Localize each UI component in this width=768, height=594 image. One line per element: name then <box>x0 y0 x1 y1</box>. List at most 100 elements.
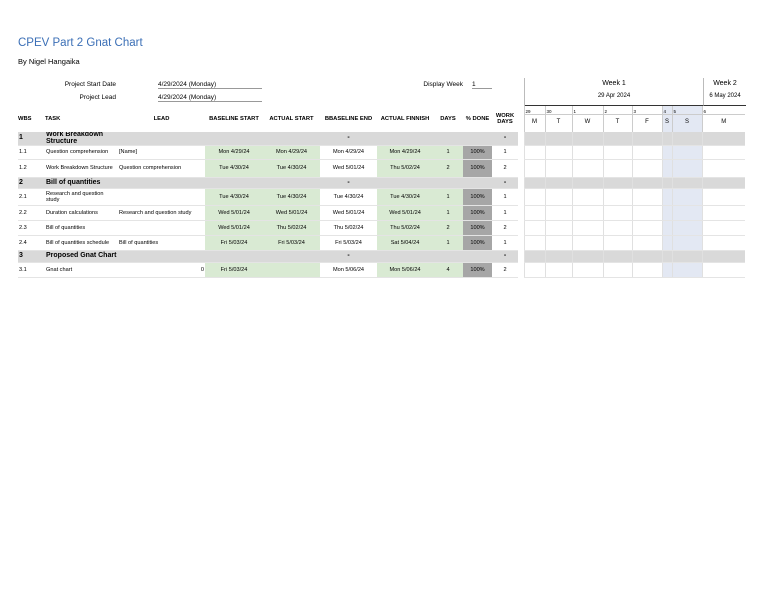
day-cell <box>571 132 603 146</box>
spacer <box>518 177 524 189</box>
cell-lead <box>118 132 205 146</box>
day-header: 29 M <box>523 106 545 132</box>
cell-actual-start: Wed 5/01/24 <box>263 205 320 221</box>
week: Week 2 6 May 2024 <box>704 78 746 106</box>
header-row: WBS TASK LEAD BASELINE START ACTUAL START BBA… <box>18 106 745 132</box>
spacer <box>518 188 524 206</box>
cell-actual-finish: Tue 4/30/24 <box>377 188 433 206</box>
gantt-table: WBS TASK LEAD BASELINE START ACTUAL START BBA… <box>18 106 745 278</box>
cell-actual-finish <box>377 132 433 146</box>
day-cell <box>671 159 702 178</box>
day-cell <box>661 177 672 189</box>
day-cell <box>523 159 545 178</box>
cell-wbs: 3.1 <box>18 262 45 278</box>
day-cell <box>701 159 745 178</box>
cell-baseline-start: Wed 5/01/24 <box>205 205 263 221</box>
spacer <box>518 262 524 278</box>
day-cell <box>544 262 572 278</box>
spacer <box>518 220 524 236</box>
day-cell <box>631 145 662 160</box>
day-cell <box>671 132 702 146</box>
cell-work-days: 2 <box>492 262 518 278</box>
day-letter: M <box>721 119 727 125</box>
cell-done: 100% <box>463 205 492 221</box>
cell-baseline-end: Fri 5/03/24 <box>320 235 377 251</box>
day-cell <box>701 132 745 146</box>
day-cell <box>631 235 662 251</box>
day-cell <box>602 205 632 221</box>
cell-task: Bill of quantities <box>45 177 118 189</box>
day-cell <box>544 250 572 263</box>
column-header: LEAD <box>153 116 170 122</box>
day-cell <box>661 220 672 236</box>
cell-baseline-start <box>205 132 263 146</box>
cell-baseline-start: Wed 5/01/24 <box>205 220 263 236</box>
cell-days <box>433 132 463 146</box>
day-cell <box>544 159 572 178</box>
cell-days: 2 <box>433 220 463 236</box>
cell-work-days: 1 <box>492 235 518 251</box>
cell-wbs: 1.1 <box>18 145 45 160</box>
day-cell <box>701 145 745 160</box>
day-letter: T <box>556 119 561 125</box>
cell-actual-finish <box>377 177 433 189</box>
day-cell <box>523 177 545 189</box>
day-cell <box>571 220 603 236</box>
day-cell <box>631 132 662 146</box>
day-letter: F <box>645 119 649 125</box>
week-label: Week 2 <box>713 80 737 87</box>
cell-actual-finish: Thu 5/02/24 <box>377 220 433 236</box>
cell-lead: 0 <box>118 262 205 278</box>
cell-task: Work Breakdown Structure <box>45 159 118 178</box>
label: Display Week <box>423 81 463 88</box>
cell-wbs: 2 <box>18 177 45 189</box>
day-cell <box>631 177 662 189</box>
cell-actual-finish: Thu 5/02/24 <box>377 159 433 178</box>
cell-actual-finish: Sat 5/04/24 <box>377 235 433 251</box>
spacer <box>518 132 524 146</box>
cell-baseline-end: Thu 5/02/24 <box>320 220 377 236</box>
day-cell <box>631 188 662 206</box>
task-row: 3.1 Gnat chart 0 Fri 5/03/24 Mon 5/06/24 Mon … <box>18 262 745 278</box>
day-cell <box>631 220 662 236</box>
week-label: Week 1 <box>602 80 626 87</box>
cell-baseline-start: Tue 4/30/24 <box>205 159 263 178</box>
day-cell <box>571 145 603 160</box>
week-date: 29 Apr 2024 <box>597 93 631 99</box>
column-header: WBS <box>18 116 32 122</box>
cell-task: Question comprehension <box>45 145 118 160</box>
day-cell <box>523 188 545 206</box>
cell-baseline-end: Wed 5/01/24 <box>320 205 377 221</box>
week-date: 6 May 2024 <box>709 93 741 99</box>
cell-work-days: - <box>492 177 518 189</box>
day-cell <box>544 220 572 236</box>
cell-lead: Bill of quantities <box>118 235 205 251</box>
task-row: 2.4 Bill of quantities schedule Bill of qu… <box>18 235 745 251</box>
day-header: 30 T <box>544 106 572 132</box>
cell-actual-start: Fri 5/03/24 <box>263 235 320 251</box>
day-cell <box>602 235 632 251</box>
cell-lead <box>118 188 205 206</box>
column-header: BASELINE START <box>209 116 259 122</box>
cell-task: Proposed Gnat Chart <box>45 250 118 263</box>
cell-days: 4 <box>433 262 463 278</box>
day-cell <box>661 188 672 206</box>
day-number: 2 <box>603 109 632 115</box>
cell-baseline-start <box>205 177 263 189</box>
spacer <box>518 250 524 263</box>
cell-done <box>463 177 492 189</box>
day-cell <box>671 262 702 278</box>
task-row: 1.2 Work Breakdown Structure Question comp… <box>18 159 745 178</box>
day-letter: S <box>664 119 669 125</box>
cell-done: 100% <box>463 145 492 160</box>
cell-wbs: 1 <box>18 132 45 146</box>
cell-lead <box>118 220 205 236</box>
day-cell <box>571 235 603 251</box>
day-cell <box>661 159 672 178</box>
day-number: 29 <box>524 109 545 115</box>
day-cell <box>523 220 545 236</box>
section-row: 1 Work Breakdown Structure - - <box>18 132 745 146</box>
